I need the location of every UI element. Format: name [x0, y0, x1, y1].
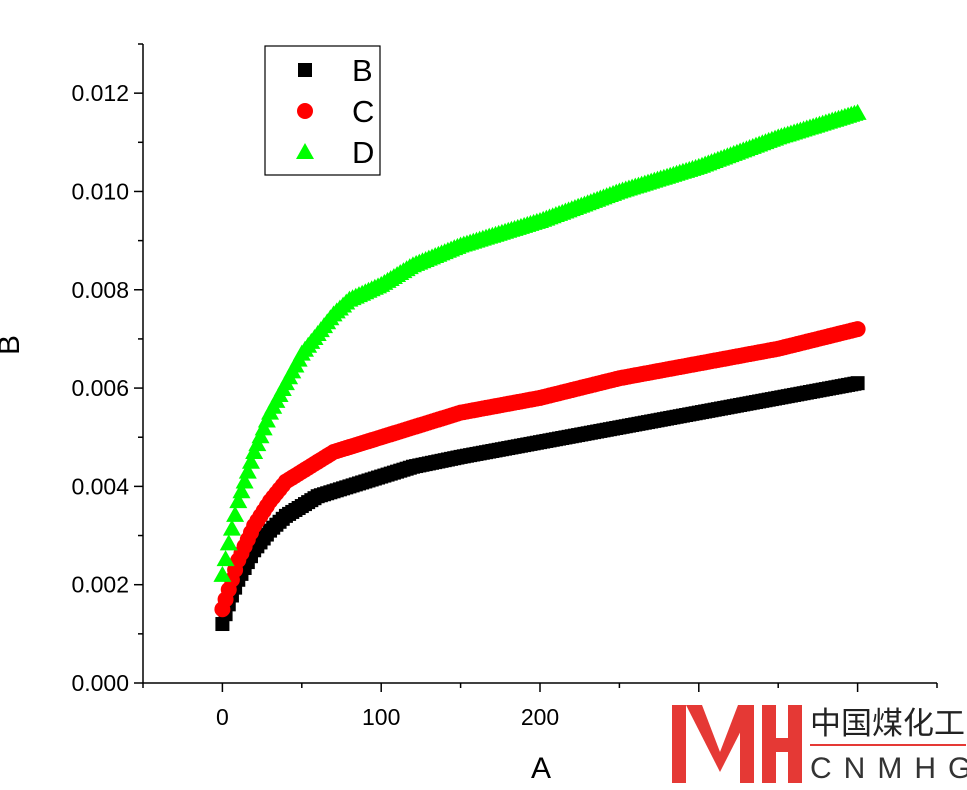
y-tick-label: 0.002 [71, 572, 129, 598]
legend-marker [297, 103, 313, 119]
x-tick-label: 200 [521, 704, 559, 730]
data-point [232, 482, 251, 499]
data-point [848, 103, 867, 120]
data-point [241, 452, 260, 469]
axes: 0 100 200 0.000 0.002 0.004 0.006 0.008 0.010 0.0… [71, 43, 938, 730]
data-point [235, 472, 254, 489]
data-point [238, 462, 257, 479]
data-point [850, 376, 865, 391]
data-point [226, 505, 245, 522]
y-axis-title: B [0, 335, 26, 355]
y-tick-label: 0.000 [71, 670, 129, 696]
legend-marker [296, 143, 314, 159]
legend-item-D: D [296, 135, 374, 170]
series-D [213, 103, 867, 582]
y-tick-label: 0.004 [71, 473, 129, 499]
series-layer [213, 103, 867, 632]
data-point [213, 565, 232, 582]
y-tick-label: 0.008 [71, 277, 129, 303]
y-tick-label: 0.010 [71, 178, 129, 204]
mh-logo-icon [672, 705, 802, 783]
data-point [216, 550, 235, 567]
legend-marker [298, 63, 312, 77]
x-tick-label: 100 [362, 704, 400, 730]
legend: BCD [264, 45, 381, 176]
legend-item-B: B [298, 53, 373, 88]
watermark-cn-text: 中国煤化工 [810, 706, 965, 742]
series-C [214, 321, 866, 618]
legend-box [264, 45, 381, 176]
series-B [215, 376, 865, 632]
x-tick-label: 0 [216, 704, 229, 730]
data-point [849, 321, 866, 338]
y-tick-label: 0.006 [71, 375, 129, 401]
data-point [222, 519, 241, 536]
data-point [219, 534, 238, 551]
legend-item-C: C [297, 94, 374, 129]
watermark-en-text: CNMHG [810, 752, 967, 785]
y-tick-label: 0.012 [71, 80, 129, 106]
data-point [229, 492, 248, 509]
legend-label: D [352, 135, 374, 170]
legend-label: B [352, 53, 373, 88]
legend-label: C [352, 94, 374, 129]
x-axis-title: A [531, 752, 551, 785]
watermark-logo: 中国煤化工 CNMHG [672, 705, 967, 785]
